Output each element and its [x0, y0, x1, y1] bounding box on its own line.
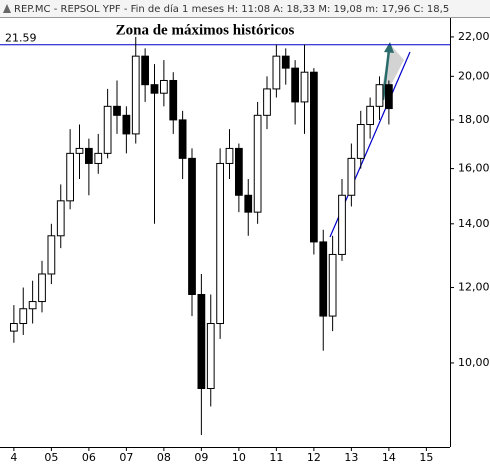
candle-body: [56, 200, 65, 237]
x-tick-label: 05: [44, 451, 58, 464]
candle-body: [28, 301, 37, 310]
x-tick-label: 10: [232, 451, 246, 464]
candle-body: [216, 162, 224, 325]
resistance-label: 21.59: [5, 32, 37, 45]
x-tick-label: 07: [119, 451, 133, 464]
candle-body: [10, 323, 18, 332]
candle-body: [366, 105, 374, 126]
candle-body: [141, 55, 149, 86]
annotation: Zona de máximos históricos: [116, 22, 295, 38]
candle-body: [131, 55, 140, 135]
x-tick-label: 11: [269, 451, 283, 464]
candle-body: [235, 147, 243, 196]
candle-body: [66, 152, 74, 202]
candle-body: [178, 119, 187, 159]
candle-body: [75, 147, 84, 154]
x-tick-label: 15: [419, 451, 433, 464]
candle-body: [38, 273, 46, 303]
candle-body: [263, 88, 271, 116]
candle-body: [160, 79, 168, 94]
y-tick-label: 20,00: [458, 69, 490, 82]
header-icon: [3, 4, 11, 13]
candle-body: [169, 79, 178, 121]
candle-body: [206, 323, 215, 390]
y-tick-label: 14,00: [458, 217, 490, 230]
x-tick-label: 06: [82, 451, 96, 464]
candle-body: [375, 84, 384, 107]
candle-body: [150, 84, 159, 94]
arrow-head: [384, 42, 394, 53]
y-tick-label: 10,00: [458, 356, 490, 369]
x-tick-label: 09: [194, 451, 208, 464]
candle-body: [103, 105, 112, 154]
candle-body: [356, 124, 365, 159]
candle-body: [47, 235, 56, 275]
candle-body: [347, 157, 356, 196]
candle-body: [291, 67, 299, 103]
y-tick-label: 22,00: [458, 30, 490, 43]
candle-body: [113, 105, 121, 116]
y-tick-label: 18,00: [458, 113, 490, 126]
x-tick-label: 4: [10, 451, 17, 464]
candle-body: [122, 114, 131, 135]
header-text: REP.MC - REPSOL YPF - Fin de día 1 meses…: [14, 3, 449, 15]
candle-body: [328, 253, 337, 317]
y-tick-label: 16,00: [458, 162, 490, 175]
x-tick-label: 08: [157, 451, 171, 464]
candle-body: [385, 84, 393, 110]
candle-body: [94, 152, 103, 164]
arrow-shaft: [381, 49, 391, 101]
candle-body: [85, 147, 93, 164]
x-tick-label: 13: [344, 451, 358, 464]
candle-body: [338, 194, 346, 255]
x-tick-label: 14: [382, 451, 396, 464]
header-bar: [0, 0, 490, 17]
candle-body: [310, 71, 318, 243]
y-tick-label: 12,00: [458, 281, 490, 294]
x-tick-label: 12: [307, 451, 321, 464]
candle-body: [225, 147, 234, 164]
candle-body: [244, 194, 253, 213]
candle-body: [188, 157, 196, 295]
candle-body: [253, 114, 262, 213]
candle-body: [272, 55, 281, 90]
candle-body: [319, 241, 328, 317]
candle-body: [197, 293, 206, 390]
candle-body: [281, 55, 290, 69]
candle-body: [19, 308, 28, 325]
candle-body: [300, 71, 309, 103]
